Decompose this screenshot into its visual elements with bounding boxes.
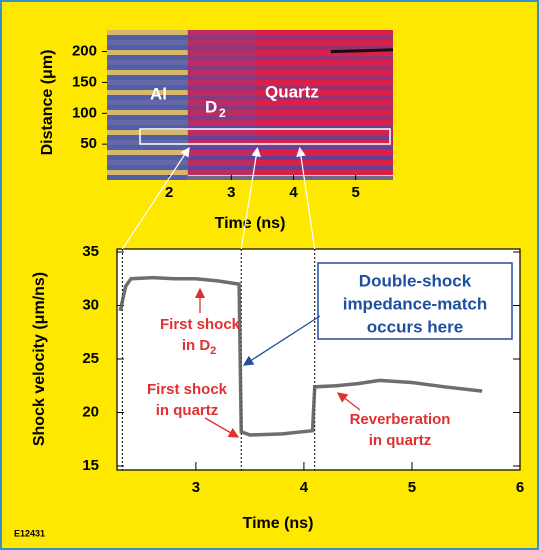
x-tick-label: 5 xyxy=(408,479,416,496)
streak-band xyxy=(107,160,188,165)
region-label: Al xyxy=(150,84,167,103)
streak-band xyxy=(187,106,393,110)
streak-band xyxy=(187,136,393,140)
connector-arrow xyxy=(121,146,190,250)
streak-band xyxy=(107,135,188,140)
streak-band xyxy=(107,65,188,70)
annotation-arrow xyxy=(336,392,361,411)
streak-band xyxy=(107,40,188,45)
streak-band xyxy=(107,70,188,75)
streak-band xyxy=(107,80,188,85)
streak-band xyxy=(107,85,188,90)
streak-band xyxy=(187,56,393,60)
streak-band xyxy=(187,176,393,180)
y-tick-label: 30 xyxy=(82,296,99,313)
region-label-sub: 2 xyxy=(219,106,226,120)
x-tick-label: 4 xyxy=(300,479,309,496)
y-axis-title: Distance (μm) xyxy=(39,50,56,156)
streak-band xyxy=(187,146,393,150)
x-tick-label: 5 xyxy=(352,184,360,201)
streak-band xyxy=(187,116,393,120)
streak-band xyxy=(107,145,188,150)
annotation: in quartz xyxy=(369,432,432,449)
connector-arrow xyxy=(240,146,261,250)
annotation: occurs here xyxy=(367,317,463,336)
streak-band xyxy=(187,156,393,160)
streak-band xyxy=(107,75,188,80)
y-tick-label: 20 xyxy=(82,403,99,420)
x-tick-label: 3 xyxy=(192,479,200,496)
annotation: First shock xyxy=(147,381,228,398)
streak-band xyxy=(107,50,188,55)
y-tick-label: 15 xyxy=(82,457,99,474)
streak-band xyxy=(107,45,188,50)
annotation: First shock xyxy=(160,316,241,333)
streak-band xyxy=(187,96,393,100)
streak-band xyxy=(107,150,188,155)
streak-band xyxy=(107,130,188,135)
y-tick-label: 150 xyxy=(72,73,97,90)
annotation: Double-shock xyxy=(359,271,472,290)
streak-band xyxy=(107,125,188,130)
streak-band xyxy=(107,140,188,145)
streak-edge xyxy=(330,48,394,54)
streak-band xyxy=(107,110,188,115)
streak-band xyxy=(107,155,188,160)
annotation-sub: 2 xyxy=(210,345,216,357)
streak-band xyxy=(187,46,393,50)
highlight-box xyxy=(139,128,391,145)
data-line xyxy=(118,275,483,437)
annotation: in D xyxy=(182,337,210,354)
x-tick-label: 3 xyxy=(227,184,235,201)
connector-arrow xyxy=(296,146,316,250)
annotation: in quartz xyxy=(156,402,219,419)
annotation: impedance-match xyxy=(343,294,488,313)
x-tick-label: 4 xyxy=(289,184,298,201)
x-tick-label: 2 xyxy=(165,184,173,201)
streak-band xyxy=(107,120,188,125)
annotation-arrow xyxy=(242,315,321,366)
streak-band xyxy=(187,30,257,175)
streak-band xyxy=(187,76,393,80)
y-tick-label: 50 xyxy=(80,135,97,152)
streak-band xyxy=(107,115,188,120)
streak-band xyxy=(107,100,188,105)
streak-band xyxy=(107,175,188,180)
annotation-arrow xyxy=(204,417,240,438)
region-label: Quartz xyxy=(265,82,319,101)
streak-band xyxy=(187,36,393,40)
streak-band xyxy=(107,165,188,170)
region-label: D xyxy=(205,97,217,116)
annotation-box xyxy=(317,262,513,340)
y-tick-label: 100 xyxy=(72,104,97,121)
x-tick-label: 6 xyxy=(516,479,524,496)
streak-band xyxy=(107,55,188,60)
streak-band xyxy=(187,66,393,70)
streak-band xyxy=(187,86,393,90)
streak-band xyxy=(107,60,188,65)
streak-band xyxy=(107,90,188,95)
annotation: Reverberation xyxy=(350,411,451,428)
streak-band xyxy=(107,105,188,110)
streak-band xyxy=(107,95,188,100)
y-tick-label: 35 xyxy=(82,243,99,260)
streak-band xyxy=(187,166,393,170)
y-tick-label: 200 xyxy=(72,43,97,60)
streak-band xyxy=(187,126,393,130)
y-tick-label: 25 xyxy=(82,350,99,367)
streak-band xyxy=(107,35,188,40)
streak-band xyxy=(107,170,188,175)
y-axis-title: Shock velocity (μm/ns) xyxy=(31,272,48,446)
x-axis-title: Time (ns) xyxy=(243,515,314,532)
x-axis-title: Time (ns) xyxy=(215,215,286,232)
figure-id: E12431 xyxy=(14,528,45,538)
streak-band xyxy=(107,30,188,35)
